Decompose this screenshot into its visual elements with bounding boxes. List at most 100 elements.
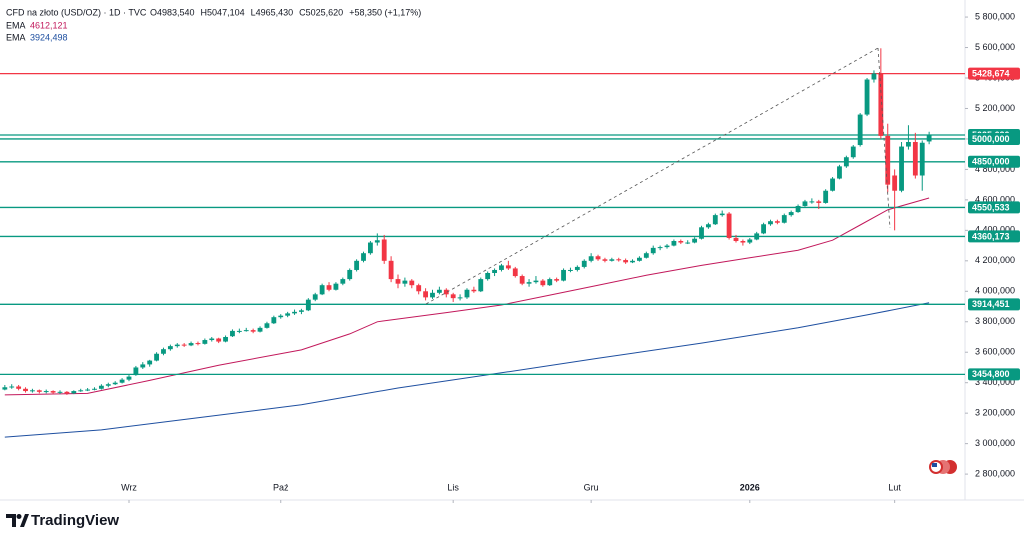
x-tick-label: Lis — [447, 482, 459, 492]
candle-body — [719, 213, 725, 216]
candle-body — [754, 233, 760, 240]
candle-body — [395, 279, 401, 284]
candle-body — [299, 310, 304, 312]
candle-body — [423, 291, 429, 298]
candle-body — [167, 346, 173, 350]
candle-body — [774, 221, 780, 223]
candle-body — [623, 260, 629, 263]
y-tick-label: 3 200,000 — [975, 408, 1015, 418]
candle-body — [857, 114, 863, 146]
brand: TradingView — [31, 512, 119, 529]
candle-body — [409, 280, 415, 286]
candle-body — [36, 390, 42, 392]
candle-body — [602, 259, 608, 261]
candle-body — [347, 269, 353, 280]
ohlc-value: H5047,104 — [201, 7, 245, 17]
candle-body — [788, 212, 794, 216]
candle-body — [43, 391, 49, 393]
candle-body — [568, 269, 573, 271]
candle-body — [540, 280, 546, 286]
candle-body — [643, 253, 649, 258]
candle-body — [85, 389, 91, 391]
y-tick-label: 4 800,000 — [975, 164, 1015, 174]
y-tick-label: 3 400,000 — [975, 377, 1015, 387]
candle-body — [450, 294, 456, 299]
candle-body — [71, 391, 77, 394]
level-label-box — [968, 298, 1020, 311]
candle-body — [154, 353, 159, 361]
level-label: 3914,451 — [972, 299, 1010, 309]
x-tick-label: 2026 — [740, 482, 760, 492]
candle-body — [367, 242, 373, 254]
x-tick-label: Paź — [273, 482, 289, 492]
ohlc-value: L4965,430 — [251, 7, 294, 17]
x-tick-label: Wrz — [121, 482, 137, 492]
candle-body — [271, 317, 277, 324]
candle-body — [519, 276, 525, 284]
x-tick-label: Lut — [888, 482, 901, 492]
candle-body — [657, 247, 663, 249]
candle-body — [899, 146, 904, 191]
y-tick-label: 5 800,000 — [975, 11, 1015, 21]
candle-body — [112, 382, 118, 385]
candle-body — [305, 299, 311, 311]
candle-body — [236, 330, 242, 332]
candle-body — [705, 224, 711, 228]
candle-body — [850, 146, 856, 158]
candle-body — [161, 349, 166, 354]
candle-body — [140, 364, 146, 368]
candle-body — [581, 260, 587, 267]
ohlc-value: +58,350 (+1,17%) — [349, 7, 421, 17]
candle-body — [416, 285, 422, 292]
candle-body — [616, 259, 622, 261]
candle-body — [133, 367, 139, 376]
candle-body — [912, 141, 918, 176]
candle-body — [230, 330, 235, 337]
chart-title: CFD na złoto (USD/OZ) · 1D · TVC — [6, 7, 147, 17]
level-label-box — [968, 67, 1020, 80]
candle-body — [478, 279, 484, 292]
candle-body — [588, 256, 594, 261]
candle-body — [816, 201, 822, 203]
y-tick-label: 5 200,000 — [975, 103, 1015, 113]
candle-body — [430, 292, 435, 298]
candle-body — [147, 360, 153, 365]
candle-body — [2, 387, 8, 390]
candle-body — [209, 338, 215, 341]
candle-body — [195, 343, 201, 345]
candle-body — [837, 166, 842, 179]
candle-body — [340, 279, 346, 284]
candle-body — [292, 311, 297, 314]
legend-name: EMA — [6, 20, 26, 30]
candle-body — [174, 344, 180, 347]
candle-body — [664, 245, 670, 248]
candle-body — [671, 241, 677, 246]
candle-body — [699, 227, 704, 239]
ohlc-legend: O4983,540 H5047,104 L4965,430 C5025,620 +58,… — [150, 7, 421, 17]
candle-body — [733, 237, 739, 242]
candle-body — [92, 388, 97, 390]
y-tick-label: 3 000,000 — [975, 438, 1015, 448]
candle-body — [436, 289, 442, 293]
candle-body — [9, 386, 15, 388]
level-label: 5000,000 — [972, 134, 1010, 144]
y-tick-label: 4 400,000 — [975, 225, 1015, 235]
level-label-box — [968, 132, 1020, 145]
candle-body — [250, 330, 256, 332]
candle-body — [802, 201, 808, 206]
candle-body — [98, 385, 104, 389]
candle-body — [726, 213, 732, 238]
candle-body — [843, 157, 849, 167]
candle-body — [50, 391, 56, 393]
candle-body — [885, 135, 891, 185]
candle-body — [512, 268, 518, 277]
legend: EMA 4612,121 EMA 3924,498 — [6, 20, 68, 42]
level-label: 4360,173 — [972, 231, 1010, 241]
candle-body — [202, 340, 208, 344]
candle-body — [871, 73, 877, 80]
candle-body — [906, 141, 911, 147]
candle-body — [761, 224, 766, 234]
candle-body — [781, 215, 787, 223]
